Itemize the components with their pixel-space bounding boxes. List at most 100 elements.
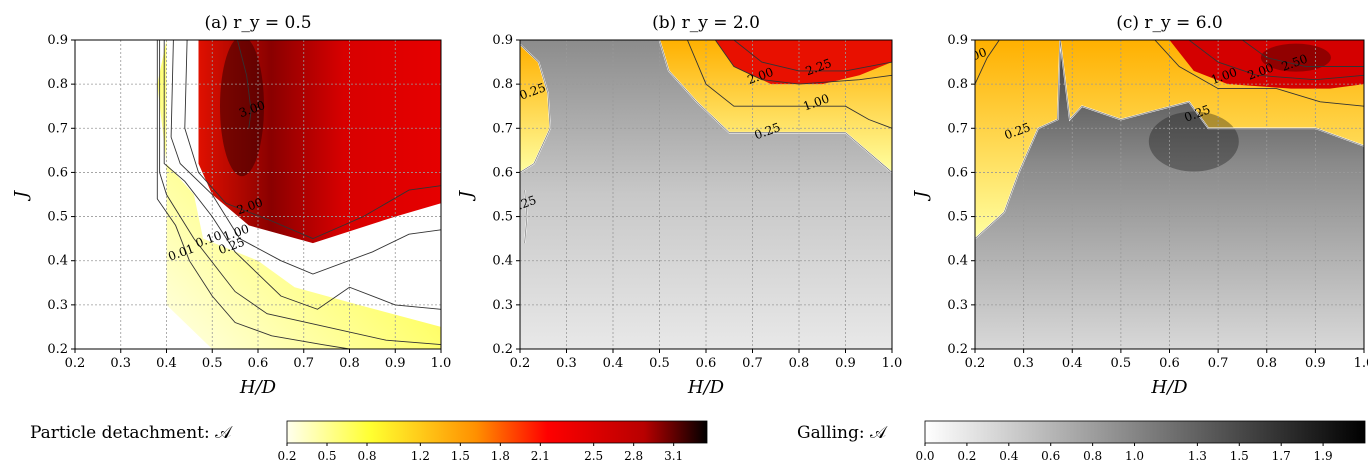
x-tick-label: 0.5 (649, 356, 670, 371)
y-tick-label: 0.2 (492, 342, 513, 357)
detachment-region (157, 40, 441, 349)
x-tick-label: 0.9 (1305, 356, 1326, 371)
y-axis-label: J (456, 189, 477, 202)
y-tick-label: 0.8 (947, 77, 968, 92)
colorbar-label-detachment: Particle detachment: 𝒜 (30, 423, 232, 443)
contour-line (1154, 40, 1364, 107)
colorbar-tick-label: 2.1 (531, 449, 550, 463)
contour-line-edge (520, 44, 551, 173)
x-tick-label: 0.6 (696, 356, 717, 371)
x-tick-label: 0.4 (156, 356, 177, 371)
panel-3: 1.000.252.502.001.000.250.2 0.3 0.4 0.5 0.6 0… (911, 13, 1368, 398)
colorbar-tick-label: 0.8 (357, 449, 376, 463)
colorbar-tick-label: 0.4 (999, 449, 1018, 463)
y-tick-label: 0.7 (947, 121, 968, 136)
colorbar-tick-label: 1.5 (451, 449, 470, 463)
y-tick-label: 0.5 (492, 210, 513, 225)
colorbar-tick-label: 1.5 (1230, 449, 1249, 463)
y-tick-label: 0.3 (47, 298, 68, 313)
contour-line (163, 40, 441, 310)
y-tick-label: 0.4 (947, 254, 968, 269)
x-tick-label: 0.2 (65, 356, 86, 371)
x-tick-label: 0.8 (789, 356, 810, 371)
detachment-high-region (715, 40, 892, 85)
x-tick-label: 0.6 (248, 356, 269, 371)
y-tick-label: 0.8 (47, 77, 68, 92)
colorbar-tick-label: 0.2 (957, 449, 976, 463)
x-axis-label: H/D (687, 377, 725, 398)
x-tick-label: 0.8 (339, 356, 360, 371)
detachment-peak (219, 40, 264, 177)
x-tick-label: 0.9 (385, 356, 406, 371)
x-tick-label: 1.0 (882, 356, 903, 371)
contour-line (1242, 40, 1364, 67)
y-tick-label: 0.2 (47, 342, 68, 357)
panel-2: 2.252.001.000.250.250.250.2 0.3 0.4 0.5 0.6 0… (456, 13, 902, 398)
y-tick-label: 0.4 (47, 254, 68, 269)
x-tick-label: 0.3 (110, 356, 131, 371)
y-tick-label: 0.5 (47, 210, 68, 225)
colorbar-tick-label: 0.5 (317, 449, 336, 463)
detachment-peak (1260, 43, 1331, 72)
colorbar-tick-label: 1.2 (411, 449, 430, 463)
colorbar-galling: 0.0 0.2 0.4 0.6 0.8 1.0 1.3 1.5 1.7 1.9 (915, 420, 1366, 463)
x-tick-label: 0.3 (556, 356, 577, 371)
panel-1: 3.002.001.000.250.100.010.2 0.3 0.4 0.5 0.6 0… (11, 13, 451, 398)
colorbar-tick-label: 0.8 (1083, 449, 1102, 463)
colorbar-gradient (286, 420, 708, 444)
y-tick-label: 0.7 (492, 121, 513, 136)
x-tick-label: 0.5 (1111, 356, 1132, 371)
y-tick-label: 0.9 (492, 33, 513, 48)
colorbar-label-galling: Galling: 𝒜 (797, 423, 887, 443)
contour-line-edge (524, 190, 528, 244)
colorbar-detachment: 0.2 0.5 0.8 1.2 1.5 1.8 2.1 2.5 2.8 3.1 (277, 420, 708, 463)
x-axis-label: H/D (239, 377, 277, 398)
x-tick-label: 1.0 (431, 356, 452, 371)
contour-line (1188, 40, 1364, 81)
x-tick-label: 0.6 (1159, 356, 1180, 371)
colorbar-tick-label: 2.8 (624, 449, 643, 463)
colorbar-tick-label: 1.3 (1188, 449, 1207, 463)
x-tick-label: 0.7 (1208, 356, 1229, 371)
x-tick-label: 1.0 (1354, 356, 1368, 371)
contour-line-edge (975, 40, 1364, 239)
y-axis-label: J (11, 189, 32, 202)
colorbar-tick-label: 3.1 (664, 449, 683, 463)
colorbar-tick-label: 1.8 (491, 449, 510, 463)
contour-line (156, 40, 350, 349)
contour-line (733, 40, 892, 72)
colorbar-tick-label: 0.6 (1041, 449, 1060, 463)
panel-title: (b) r_y = 2.0 (652, 13, 760, 33)
y-axis-label: J (911, 189, 932, 202)
y-tick-label: 0.9 (47, 33, 68, 48)
contour-line (159, 40, 441, 346)
contour-line (714, 40, 892, 85)
contour-line (686, 40, 892, 129)
contour-line (975, 40, 1000, 85)
contour-line (184, 40, 441, 240)
y-tick-label: 0.6 (947, 165, 968, 180)
colorbar-tick-label: 1.0 (1125, 449, 1144, 463)
colorbar-tick-label: 1.7 (1272, 449, 1291, 463)
y-tick-label: 0.6 (492, 165, 513, 180)
x-tick-label: 0.7 (293, 356, 314, 371)
x-tick-label: 0.3 (1013, 356, 1034, 371)
y-tick-label: 0.7 (47, 121, 68, 136)
y-tick-label: 0.3 (947, 298, 968, 313)
x-tick-label: 0.5 (202, 356, 223, 371)
contour-line-edge (659, 40, 892, 173)
panel-title: (a) r_y = 0.5 (204, 13, 311, 33)
y-tick-label: 0.5 (947, 210, 968, 225)
y-tick-label: 0.6 (47, 165, 68, 180)
contour-line (170, 40, 441, 275)
y-tick-label: 0.2 (947, 342, 968, 357)
x-tick-label: 0.2 (965, 356, 986, 371)
colorbar-gradient (924, 420, 1366, 444)
panel-title: (c) r_y = 6.0 (1116, 13, 1223, 33)
x-tick-label: 0.9 (835, 356, 856, 371)
colorbar-tick-label: 1.9 (1314, 449, 1333, 463)
x-tick-label: 0.7 (742, 356, 763, 371)
x-tick-label: 0.4 (1062, 356, 1083, 371)
colorbar-tick-label: 0.0 (915, 449, 934, 463)
